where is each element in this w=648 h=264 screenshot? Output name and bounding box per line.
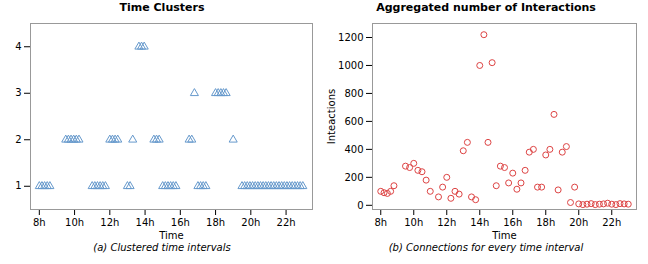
svg-text:Time: Time bbox=[491, 230, 516, 241]
svg-text:12h: 12h bbox=[100, 217, 119, 228]
svg-text:22h: 22h bbox=[277, 217, 296, 228]
svg-text:14h: 14h bbox=[136, 217, 155, 228]
svg-text:0: 0 bbox=[357, 200, 363, 211]
svg-text:3: 3 bbox=[15, 87, 21, 98]
html-text:Aggregated number of Interacti: Aggregated number of Interactions bbox=[376, 1, 596, 14]
svg-text:8h: 8h bbox=[374, 217, 387, 228]
svg-text:8h: 8h bbox=[33, 217, 46, 228]
svg-text:600: 600 bbox=[344, 116, 363, 127]
svg-text:4: 4 bbox=[15, 41, 21, 52]
svg-text:18h: 18h bbox=[206, 217, 225, 228]
svg-text:1: 1 bbox=[15, 180, 21, 191]
svg-text:10h: 10h bbox=[404, 217, 423, 228]
svg-text:Inteactions: Inteactions bbox=[326, 89, 337, 144]
svg-text:22h: 22h bbox=[602, 217, 621, 228]
svg-text:18h: 18h bbox=[536, 217, 555, 228]
svg-text:200: 200 bbox=[344, 172, 363, 183]
html-text:Time Clusters: Time Clusters bbox=[119, 1, 205, 14]
html-text:(a) Clustered time intervals: (a) Clustered time intervals bbox=[93, 242, 231, 253]
svg-text:2: 2 bbox=[15, 134, 21, 145]
svg-text:Time: Time bbox=[158, 230, 183, 241]
svg-text:16h: 16h bbox=[503, 217, 522, 228]
svg-text:12h: 12h bbox=[437, 217, 456, 228]
svg-text:400: 400 bbox=[344, 144, 363, 155]
svg-text:16h: 16h bbox=[171, 217, 190, 228]
svg-text:10h: 10h bbox=[65, 217, 84, 228]
svg-text:20h: 20h bbox=[569, 217, 588, 228]
svg-text:1000: 1000 bbox=[338, 60, 363, 71]
html-text:(b) Connections for every time: (b) Connections for every time interval bbox=[388, 242, 584, 253]
svg-text:14h: 14h bbox=[470, 217, 489, 228]
svg-text:1200: 1200 bbox=[338, 32, 363, 43]
svg-text:800: 800 bbox=[344, 88, 363, 99]
svg-text:20h: 20h bbox=[241, 217, 260, 228]
